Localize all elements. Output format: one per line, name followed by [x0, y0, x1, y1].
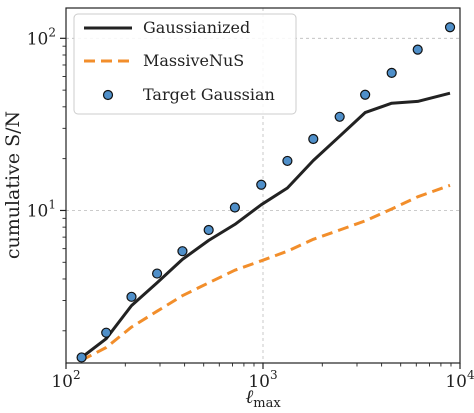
- target-gaussian-point: [386, 67, 397, 78]
- x-tick-label: 102: [51, 368, 80, 392]
- target-gaussian-point: [334, 111, 345, 122]
- target-gaussian-point: [256, 179, 267, 190]
- massivenus-line: [80, 183, 451, 362]
- legend: Gaussianized MassiveNuS Target Gaussian: [73, 13, 297, 115]
- target-gaussian-point: [101, 327, 112, 338]
- target-gaussian-point: [76, 352, 87, 363]
- axis-ticks: 102 103 104 101 102: [27, 25, 474, 392]
- y-tick-label: 101: [27, 197, 56, 221]
- gaussianized-line: [80, 91, 451, 359]
- y-tick-label: 102: [27, 25, 56, 49]
- target-gaussian-point: [308, 133, 319, 145]
- x-axis-label: ℓmax: [245, 386, 281, 411]
- legend-target-marker: [102, 89, 114, 101]
- target-gaussian-point: [126, 291, 137, 302]
- target-gaussian-point: [151, 268, 163, 279]
- target-gaussian-point: [360, 89, 371, 100]
- target-gaussian-point: [177, 246, 188, 257]
- plot-series: [76, 22, 456, 363]
- x-tick-label: 103: [248, 368, 277, 392]
- target-gaussian-point: [229, 202, 240, 213]
- target-gaussian-point: [412, 44, 423, 55]
- target-gaussian-point: [444, 22, 456, 33]
- target-gaussian-point: [282, 155, 293, 167]
- legend-frame: [73, 13, 297, 115]
- x-tick-label: 104: [445, 368, 474, 392]
- legend-target-label: Target Gaussian: [143, 85, 275, 104]
- legend-massivenus-label: MassiveNuS: [143, 51, 244, 70]
- target-gaussian-point: [203, 224, 214, 236]
- legend-gaussianized-label: Gaussianized: [143, 18, 250, 37]
- y-axis-label: cumulative S/N: [2, 111, 24, 259]
